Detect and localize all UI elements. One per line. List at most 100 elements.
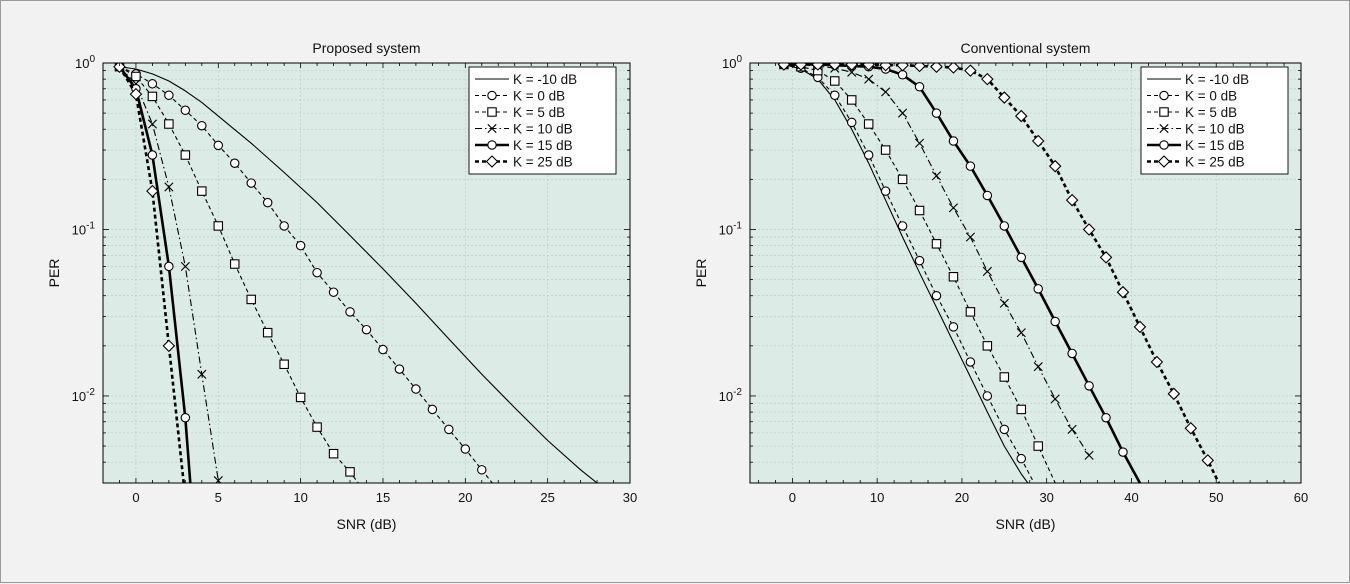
conventional-data-point xyxy=(846,95,857,105)
proposed-data-point xyxy=(213,140,224,151)
proposed-data-point xyxy=(147,119,157,129)
conventional-data-point xyxy=(862,63,875,71)
proposed-data-point xyxy=(394,364,405,374)
conventional-legend-marker xyxy=(1159,123,1169,134)
proposed-x-tick-label: 20 xyxy=(458,490,472,505)
conventional-data-point xyxy=(1067,348,1077,359)
conventional-data-point xyxy=(914,255,925,266)
conventional-data-point xyxy=(947,63,960,74)
proposed-legend-label: K = -10 dB xyxy=(513,72,577,87)
proposed-data-point xyxy=(230,259,240,269)
proposed-data-point xyxy=(147,150,158,160)
conventional-data-point xyxy=(863,119,874,129)
proposed-data-point xyxy=(460,444,471,454)
conventional-data-point xyxy=(1167,387,1181,401)
proposed-data-point xyxy=(427,404,438,415)
conventional-legend-label: K = 25 dB xyxy=(1185,155,1245,170)
conventional-data-point xyxy=(982,391,993,401)
conventional-legend-box xyxy=(1140,66,1289,175)
conventional-data-point xyxy=(999,372,1010,382)
proposed-legend-label: K = 15 dB xyxy=(513,138,573,153)
proposed-legend-marker xyxy=(487,140,497,150)
conventional-data-point xyxy=(948,322,959,332)
proposed-x-tick-label: 25 xyxy=(540,490,554,505)
conventional-legend-marker xyxy=(1159,107,1169,117)
conventional-data-point xyxy=(1033,284,1043,294)
conventional-data-point xyxy=(845,63,859,71)
proposed-data-point xyxy=(180,150,191,160)
conventional-data-point xyxy=(1016,453,1027,464)
conventional-data-point xyxy=(880,186,891,196)
proposed-data-point xyxy=(312,267,322,278)
proposed-chart-title: Proposed system xyxy=(312,40,420,56)
proposed-data-point xyxy=(164,119,174,129)
conventional-data-point xyxy=(1201,454,1215,467)
conventional-data-point xyxy=(965,161,976,171)
proposed-x-tick-label: 0 xyxy=(132,490,139,505)
proposed-x-tick-label: 15 xyxy=(376,490,390,505)
conventional-data-point xyxy=(794,63,808,71)
conventional-data-point xyxy=(1101,412,1111,423)
conventional-data-point xyxy=(965,307,976,317)
conventional-legend: K = -10 dB K = 0 dBK = 5 dB K = 10 dBK = 1… xyxy=(1140,66,1289,175)
conventional-data-point xyxy=(1118,447,1128,457)
conventional-data-point xyxy=(1084,450,1094,460)
conventional-data-point xyxy=(999,221,1010,231)
proposed-ticks xyxy=(102,62,631,484)
conventional-legend-label: K = 0 dB xyxy=(1185,89,1237,104)
conventional-legend-label: K = 5 dB xyxy=(1185,105,1237,120)
conventional-data-point xyxy=(864,74,874,84)
proposed-data-point xyxy=(328,287,339,297)
conventional-data-point xyxy=(931,290,942,301)
proposed-data-point xyxy=(246,294,256,305)
proposed-data-point xyxy=(230,158,240,168)
conventional-data-point xyxy=(1050,394,1060,404)
proposed-x-tick-label: 10 xyxy=(293,490,307,505)
conventional-data-point xyxy=(830,76,840,86)
conventional-y-tick-label: 10-1 xyxy=(719,220,743,237)
conventional-data-point xyxy=(948,272,959,282)
conventional-x-tick-label: 20 xyxy=(955,490,969,505)
proposed-data-point xyxy=(328,448,339,459)
proposed-data-point xyxy=(279,221,289,231)
conventional-data-point xyxy=(1033,362,1043,372)
conventional-data-point xyxy=(948,203,959,213)
conventional-data-point xyxy=(999,424,1010,435)
proposed-data-point xyxy=(213,221,224,231)
proposed-data-point xyxy=(197,369,207,379)
proposed-legend-label: K = 25 dB xyxy=(513,155,573,170)
conventional-legend-marker xyxy=(1159,140,1169,150)
conventional-x-tick-label: 50 xyxy=(1209,490,1223,505)
conventional-data-point xyxy=(914,82,925,92)
proposed-data-point xyxy=(162,339,176,353)
proposed-data-point xyxy=(477,465,487,475)
conventional-data-point xyxy=(1016,404,1027,415)
proposed-data-point xyxy=(262,327,273,338)
proposed-data-point xyxy=(444,424,454,435)
proposed-data-point xyxy=(164,90,174,101)
proposed-data-point xyxy=(197,120,207,131)
conventional-x-axis-label: SNR (dB) xyxy=(996,516,1056,532)
conventional-data-point xyxy=(897,221,908,231)
proposed-series xyxy=(113,63,598,483)
conventional-legend-label: K = 15 dB xyxy=(1185,138,1245,153)
proposed-data-point xyxy=(147,79,158,89)
conventional-data-point xyxy=(1065,193,1079,207)
proposed-data-point xyxy=(146,184,159,198)
conventional-data-point xyxy=(914,138,925,148)
proposed-data-point xyxy=(147,91,158,102)
conventional-data-point xyxy=(964,64,977,77)
conventional-series-line-0 xyxy=(783,63,1029,483)
conventional-data-point xyxy=(1050,316,1060,327)
conventional-x-tick-label: 0 xyxy=(789,490,796,505)
conventional-data-point xyxy=(1116,285,1130,299)
proposed-data-point xyxy=(262,197,273,208)
proposed-x-tick-label: 5 xyxy=(215,490,222,505)
conventional-data-point xyxy=(914,205,925,216)
conventional-data-point xyxy=(982,190,993,201)
proposed-data-point xyxy=(180,105,191,116)
conventional-data-point xyxy=(998,91,1011,104)
conventional-data-point xyxy=(965,232,975,242)
proposed-data-point xyxy=(197,186,207,196)
proposed-chart: 0 5 10 15 20 25 30 100 10-1 10-2 Proposed system SN… xyxy=(46,40,637,532)
